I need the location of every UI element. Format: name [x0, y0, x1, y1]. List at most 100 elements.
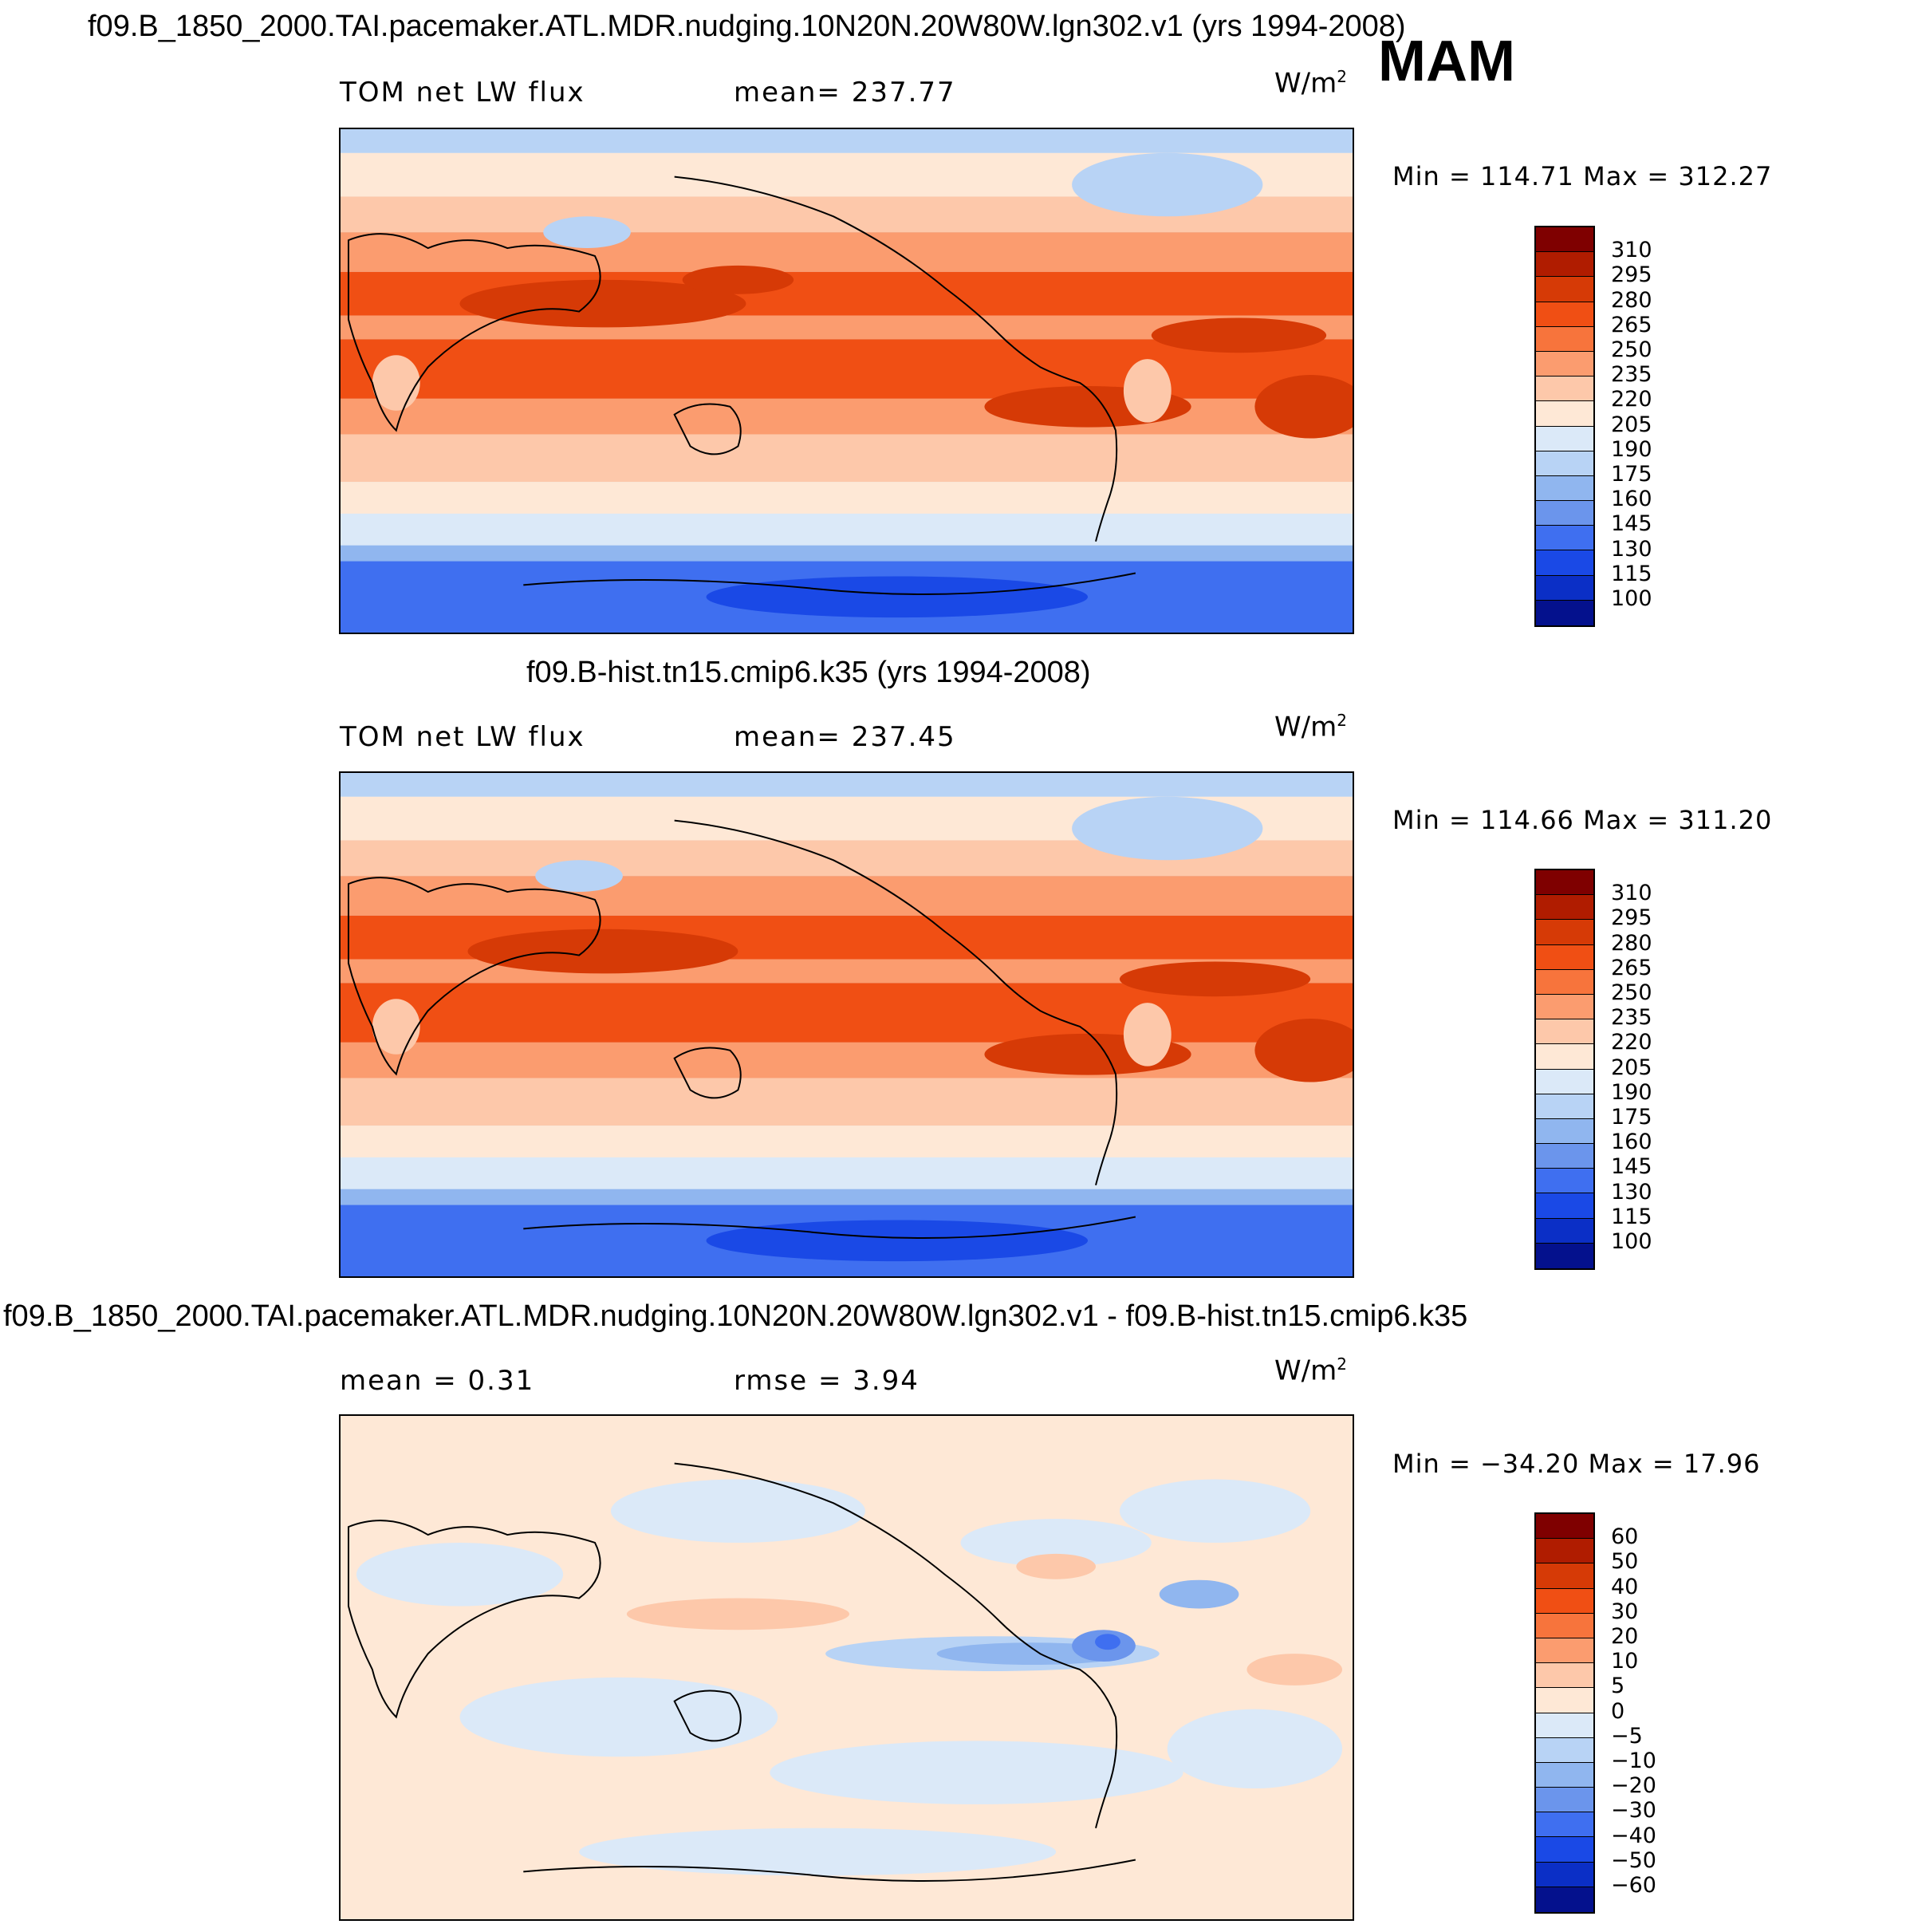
colorbar-swatch [1536, 944, 1593, 970]
colorbar-swatch [1536, 1019, 1593, 1045]
colorbar-swatch [1536, 1588, 1593, 1614]
colorbar-label: −5 [1611, 1723, 1643, 1749]
colorbar-label: 100 [1611, 586, 1652, 611]
panel-2-units: W/m2 [1274, 711, 1347, 743]
panel-3-map [339, 1414, 1354, 1921]
colorbar-swatch [1536, 1118, 1593, 1145]
colorbar-swatch [1536, 1169, 1593, 1194]
colorbar-label: 115 [1611, 561, 1652, 586]
colorbar-label: 250 [1611, 337, 1652, 362]
colorbar-label: 310 [1611, 881, 1652, 906]
panel-2-minmax: Min = 114.66 Max = 311.20 [1392, 805, 1773, 835]
colorbar-label: 265 [1611, 312, 1652, 337]
colorbar-swatch [1536, 1613, 1593, 1638]
colorbar-label: 205 [1611, 412, 1652, 437]
panel-1-title: f09.B_1850_2000.TAI.pacemaker.ATL.MDR.nu… [88, 10, 1406, 43]
colorbar-swatch [1536, 1638, 1593, 1664]
colorbar-label: −30 [1611, 1798, 1656, 1824]
colorbar-label: 40 [1611, 1574, 1639, 1599]
colorbar-swatch [1536, 1837, 1593, 1863]
panel-3-mean-label: mean = 0.31 [340, 1365, 535, 1397]
colorbar-swatch [1536, 1812, 1593, 1838]
colorbar-label: 175 [1611, 1105, 1652, 1130]
colorbar-swatch [1536, 1862, 1593, 1887]
colorbar-swatch [1536, 1193, 1593, 1219]
colorbar-swatch [1536, 1887, 1593, 1912]
colorbar-label: 295 [1611, 262, 1652, 288]
colorbar-swatch [1536, 1044, 1593, 1070]
panel-2-map [339, 771, 1354, 1278]
colorbar-label: 20 [1611, 1624, 1639, 1649]
panel-3-title: f09.B_1850_2000.TAI.pacemaker.ATL.MDR.nu… [3, 1299, 1468, 1333]
panel-2-title: f09.B-hist.tn15.cmip6.k35 (yrs 1994-2008… [526, 656, 1091, 689]
colorbar-label: 190 [1611, 1079, 1652, 1105]
colorbar-label: −20 [1611, 1773, 1656, 1799]
colorbar-label: 160 [1611, 1130, 1652, 1155]
colorbar-swatch [1536, 351, 1593, 377]
colorbar-swatch [1536, 1243, 1593, 1268]
colorbar-swatch [1536, 1688, 1593, 1713]
colorbar-label: 235 [1611, 362, 1652, 388]
panel-3-minmax: Min = −34.20 Max = 17.96 [1392, 1449, 1761, 1479]
colorbar-swatch [1536, 1713, 1593, 1738]
colorbar-label: −60 [1611, 1873, 1656, 1898]
colorbar-label: −40 [1611, 1823, 1656, 1848]
colorbar-swatch [1536, 1539, 1593, 1564]
colorbar-label: 115 [1611, 1204, 1652, 1229]
colorbar-swatch [1536, 451, 1593, 476]
colorbar-swatch [1536, 895, 1593, 921]
season-label: MAM [1378, 30, 1515, 93]
panel-2-map-field [341, 773, 1353, 1276]
panel-2-mean-label: mean= 237.45 [734, 721, 956, 753]
colorbar-label: 295 [1611, 905, 1652, 931]
panel-3-rmse-label: rmse = 3.94 [734, 1365, 920, 1397]
colorbar-swatch [1536, 277, 1593, 302]
colorbar-swatch [1536, 1069, 1593, 1094]
colorbar-swatch [1536, 526, 1593, 551]
colorbar-swatch [1536, 227, 1593, 253]
colorbar-swatch [1536, 969, 1593, 995]
colorbar-swatch [1536, 920, 1593, 945]
colorbar-swatch [1536, 326, 1593, 352]
colorbar-label: 280 [1611, 930, 1652, 956]
colorbar-swatch [1536, 1094, 1593, 1119]
panel-1-map-field [341, 129, 1353, 633]
colorbar-label: 265 [1611, 955, 1652, 980]
colorbar-swatch [1536, 575, 1593, 601]
colorbar-swatch [1536, 401, 1593, 427]
colorbar-label: 190 [1611, 436, 1652, 462]
colorbar-swatch [1536, 252, 1593, 278]
panel-3-map-field [341, 1416, 1353, 1919]
colorbar-swatch [1536, 994, 1593, 1020]
colorbar-swatch [1536, 1218, 1593, 1244]
panel-2-variable-label: TOM net LW flux [340, 721, 585, 753]
colorbar-label: −50 [1611, 1847, 1656, 1873]
colorbar-swatch [1536, 1144, 1593, 1169]
colorbar-swatch [1536, 1563, 1593, 1589]
colorbar-swatch [1536, 1737, 1593, 1763]
colorbar-swatch [1536, 1663, 1593, 1689]
colorbar-swatch [1536, 377, 1593, 402]
colorbar-label: 250 [1611, 980, 1652, 1005]
colorbar-swatch [1536, 475, 1593, 502]
colorbar-label: 145 [1611, 1154, 1652, 1180]
panel-1-map [339, 128, 1354, 634]
colorbar-label: 50 [1611, 1549, 1639, 1575]
colorbar-label: 160 [1611, 487, 1652, 512]
colorbar-label: 130 [1611, 1179, 1652, 1205]
panel-2-colorbar [1534, 869, 1595, 1271]
colorbar-swatch [1536, 550, 1593, 576]
colorbar-swatch [1536, 426, 1593, 451]
colorbar-label: 5 [1611, 1674, 1625, 1699]
colorbar-swatch [1536, 302, 1593, 327]
colorbar-swatch [1536, 501, 1593, 526]
panel-1-colorbar [1534, 226, 1595, 628]
colorbar-swatch [1536, 600, 1593, 625]
colorbar-label: 205 [1611, 1055, 1652, 1080]
colorbar-label: 130 [1611, 536, 1652, 562]
panel-3-units: W/m2 [1274, 1354, 1347, 1387]
colorbar-label: 0 [1611, 1698, 1625, 1724]
colorbar-label: 280 [1611, 287, 1652, 313]
colorbar-swatch [1536, 870, 1593, 896]
panel-1-minmax: Min = 114.71 Max = 312.27 [1392, 161, 1773, 191]
